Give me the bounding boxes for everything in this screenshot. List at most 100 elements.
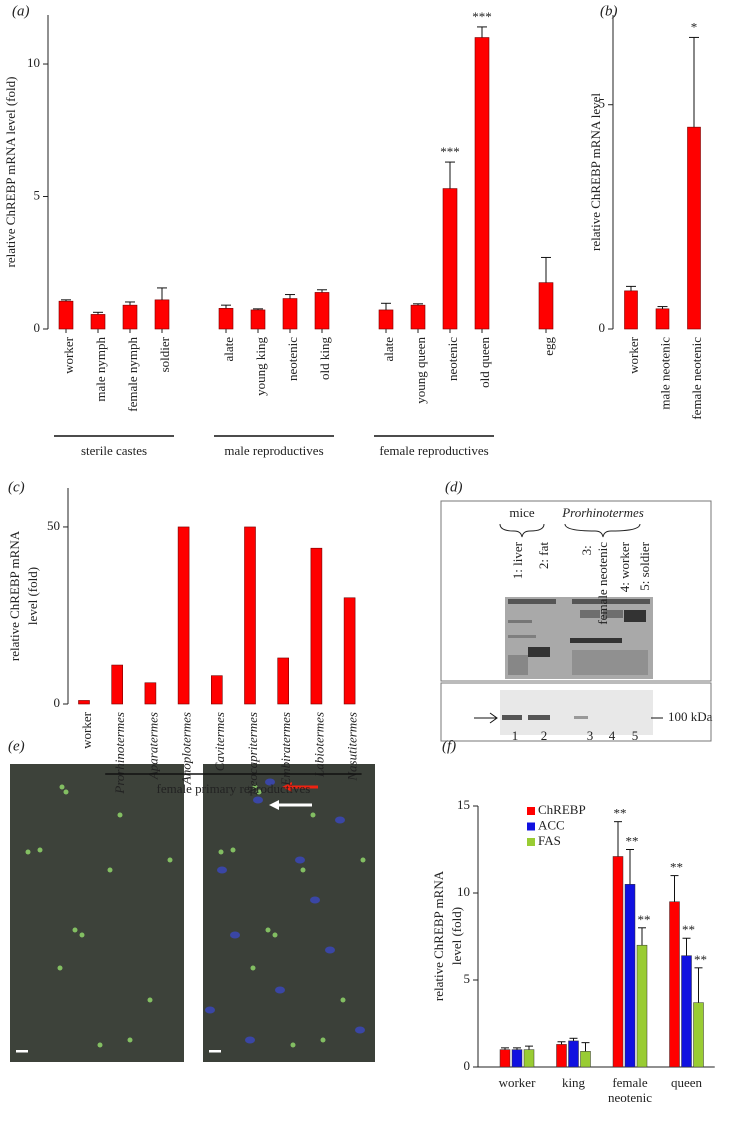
x-tick-label: Aparatermes bbox=[145, 712, 160, 780]
significance: ** bbox=[614, 806, 627, 821]
green-spot bbox=[167, 857, 173, 863]
y-axis-label: relative ChREBP mRNA bbox=[431, 870, 446, 1001]
green-spot bbox=[290, 1042, 296, 1048]
bar bbox=[111, 664, 123, 705]
lane-number: 3 bbox=[587, 728, 594, 743]
x-tick-label-line: female bbox=[612, 1075, 648, 1090]
green-spot bbox=[310, 812, 316, 818]
nucleus bbox=[217, 866, 227, 874]
bar bbox=[624, 884, 636, 1068]
significance: *** bbox=[472, 9, 492, 24]
brace bbox=[499, 523, 545, 538]
lane-label: 2: fat bbox=[536, 542, 551, 569]
blot-bands bbox=[508, 599, 650, 675]
bar bbox=[474, 37, 490, 330]
green-spot bbox=[250, 965, 256, 971]
x-tick-label: neotenic bbox=[445, 337, 460, 381]
bar bbox=[177, 526, 190, 705]
panel-d: (d) mice Prorhinotermes 100 kDa bbox=[440, 479, 713, 742]
bar bbox=[250, 309, 266, 330]
significance: ** bbox=[694, 952, 707, 967]
bar bbox=[499, 1049, 511, 1068]
arrow-head bbox=[282, 782, 292, 792]
nucleus bbox=[275, 986, 285, 994]
y-tick-label: 10 bbox=[27, 55, 40, 70]
lane-number: 5 bbox=[632, 728, 639, 743]
y-tick-label: 5 bbox=[464, 971, 471, 986]
x-tick-label: alate bbox=[221, 337, 236, 362]
green-spot bbox=[300, 867, 306, 873]
green-spot bbox=[252, 784, 258, 790]
bar bbox=[681, 955, 692, 1068]
x-tick-label: worker bbox=[626, 336, 641, 373]
bar bbox=[442, 188, 458, 330]
x-tick-label: Neocapritermes bbox=[245, 712, 260, 796]
y-tick-label: 15 bbox=[457, 797, 470, 812]
y-axis-label: level (fold) bbox=[449, 907, 464, 965]
y-tick-label: 50 bbox=[47, 518, 60, 533]
bar bbox=[122, 304, 138, 330]
bar bbox=[410, 304, 426, 330]
bar bbox=[612, 856, 624, 1068]
marker-label: 100 kDa bbox=[668, 709, 713, 724]
nucleus bbox=[355, 1026, 365, 1034]
group-label: sterile castes bbox=[81, 443, 147, 458]
panel-label: (a) bbox=[12, 3, 30, 19]
x-tick-label: Embiratermes bbox=[278, 712, 293, 787]
green-spot bbox=[265, 927, 271, 933]
bar bbox=[314, 292, 330, 330]
y-tick-label: 0 bbox=[34, 320, 41, 335]
bar bbox=[282, 298, 298, 330]
x-tick-label: soldier bbox=[157, 336, 172, 372]
lane-label: 3: female neotenic bbox=[579, 542, 610, 625]
group-label: male reproductives bbox=[224, 443, 323, 458]
x-tick-label: queen bbox=[671, 1075, 703, 1090]
y-tick-label: 5 bbox=[34, 187, 41, 202]
lane-number: 2 bbox=[541, 728, 548, 743]
significance: ** bbox=[638, 912, 651, 927]
green-spot bbox=[25, 849, 31, 855]
bar bbox=[90, 314, 106, 330]
green-spot bbox=[272, 932, 278, 938]
green-spot bbox=[72, 927, 78, 933]
nucleus bbox=[265, 778, 275, 786]
y-tick-label: 0 bbox=[464, 1058, 471, 1073]
bar bbox=[343, 597, 356, 705]
bar bbox=[378, 309, 394, 330]
nucleus bbox=[335, 816, 345, 824]
panel-label: (b) bbox=[600, 3, 618, 19]
lane-number: 1 bbox=[512, 728, 519, 743]
legend-swatch bbox=[527, 807, 535, 815]
blot-frame bbox=[440, 682, 712, 742]
legend-swatch bbox=[527, 838, 535, 846]
group-label: Prorhinotermes bbox=[561, 505, 644, 520]
x-tick-label-line: neotenic bbox=[608, 1090, 652, 1105]
bar bbox=[669, 901, 680, 1068]
bar bbox=[58, 300, 74, 330]
green-spot bbox=[57, 965, 63, 971]
x-tick-label: Cavitermes bbox=[212, 712, 227, 771]
cells bbox=[25, 778, 366, 1048]
green-spot bbox=[63, 789, 69, 795]
x-tick-label: worker bbox=[61, 336, 76, 373]
arrow-head bbox=[269, 800, 279, 810]
bar bbox=[523, 1049, 535, 1068]
bar bbox=[78, 700, 90, 705]
micrograph bbox=[10, 764, 184, 1062]
legend-swatch bbox=[527, 822, 535, 831]
lane-label-line: 3: bbox=[579, 542, 594, 555]
x-tick-label: worker bbox=[499, 1075, 536, 1090]
significance: *** bbox=[440, 144, 460, 159]
panel-label: (e) bbox=[8, 738, 25, 754]
blot-image bbox=[500, 690, 653, 735]
micrograph bbox=[203, 764, 375, 1062]
x-tick-label: young queen bbox=[413, 337, 428, 404]
x-tick-label: old king bbox=[317, 337, 332, 380]
green-spot bbox=[360, 857, 366, 863]
green-spot bbox=[117, 812, 123, 818]
y-axis-label: level (fold) bbox=[25, 567, 40, 625]
green-spot bbox=[79, 932, 85, 938]
green-spot bbox=[107, 867, 113, 873]
green-spot bbox=[127, 1037, 133, 1043]
